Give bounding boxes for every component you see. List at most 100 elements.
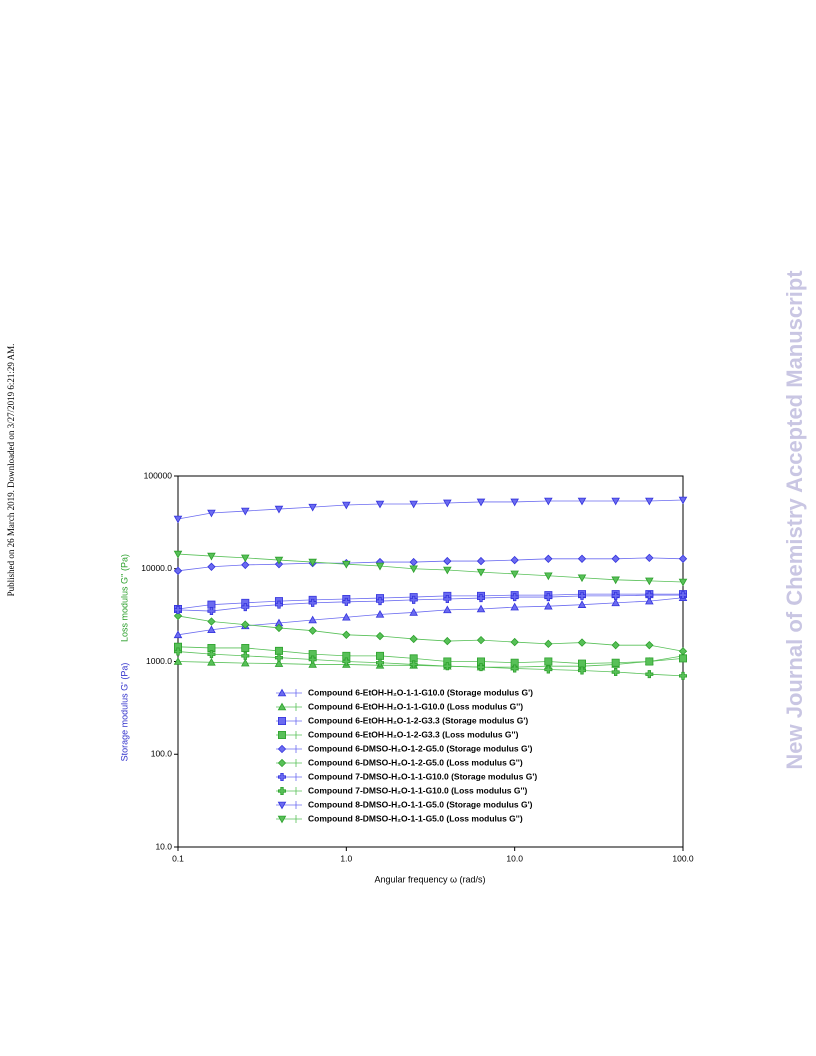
data-marker bbox=[443, 499, 452, 508]
data-marker bbox=[476, 635, 486, 645]
data-marker bbox=[578, 591, 587, 600]
legend-marker bbox=[277, 815, 287, 824]
x-axis-label: Angular frequency ω (rad/s) bbox=[374, 874, 485, 884]
data-marker bbox=[645, 591, 654, 600]
data-marker bbox=[611, 591, 620, 600]
published-note: Published on 26 March 2019. Downloaded o… bbox=[6, 344, 16, 597]
data-marker bbox=[577, 554, 587, 563]
data-marker bbox=[544, 639, 553, 649]
data-marker bbox=[409, 654, 418, 663]
data-marker bbox=[510, 637, 519, 647]
data-marker bbox=[173, 566, 183, 575]
data-marker bbox=[611, 668, 620, 677]
x-tick-label: 1.0 bbox=[340, 853, 352, 863]
data-marker bbox=[308, 655, 317, 664]
data-marker bbox=[207, 643, 216, 652]
data-marker bbox=[578, 666, 587, 675]
data-marker bbox=[342, 501, 351, 510]
legend-label: Compound 6-EtOH-H₂O-1-2-G3.3 (Storage mo… bbox=[308, 715, 528, 725]
series-line bbox=[177, 646, 684, 664]
watermark: New Journal of Chemistry Accepted Manusc… bbox=[782, 270, 807, 770]
data-marker bbox=[308, 650, 317, 659]
data-marker bbox=[207, 625, 216, 634]
data-marker bbox=[342, 651, 351, 660]
data-marker bbox=[476, 568, 486, 577]
data-marker bbox=[274, 646, 283, 655]
data-marker bbox=[241, 603, 250, 612]
y-tick-label: 10.0 bbox=[155, 841, 172, 851]
data-marker bbox=[342, 657, 351, 666]
data-marker bbox=[510, 664, 519, 673]
data-marker bbox=[678, 554, 688, 563]
series-line bbox=[177, 615, 684, 652]
y-tick-label: 100.0 bbox=[151, 749, 173, 759]
data-marker bbox=[207, 657, 216, 666]
series-line bbox=[177, 557, 684, 572]
legend-marker bbox=[277, 688, 287, 697]
data-marker bbox=[207, 607, 216, 616]
legend-label: Compound 8-DMSO-H₂O-1-1-G5.0 (Loss modul… bbox=[308, 813, 523, 823]
data-marker bbox=[679, 671, 687, 680]
y-tick-label: 100000 bbox=[144, 470, 173, 480]
data-marker bbox=[611, 598, 620, 607]
data-marker bbox=[241, 560, 250, 570]
data-marker bbox=[443, 605, 452, 614]
data-marker bbox=[376, 651, 385, 660]
data-marker bbox=[308, 659, 317, 668]
data-marker bbox=[477, 663, 486, 672]
legend-label: Compound 6-DMSO-H₂O-1-2-G5.0 (Storage mo… bbox=[308, 743, 533, 753]
data-marker bbox=[578, 659, 587, 668]
series-line bbox=[177, 499, 684, 520]
legend-marker bbox=[277, 801, 287, 810]
data-marker bbox=[274, 505, 284, 514]
data-marker bbox=[443, 636, 452, 646]
legend-marker bbox=[278, 731, 286, 739]
data-marker bbox=[476, 604, 486, 613]
data-marker bbox=[645, 577, 654, 586]
data-marker bbox=[342, 630, 351, 639]
series-line bbox=[177, 594, 683, 612]
data-marker bbox=[207, 617, 216, 626]
data-marker bbox=[342, 612, 351, 621]
y-tick-label: 1000.0 bbox=[146, 656, 172, 666]
data-marker bbox=[274, 623, 284, 633]
data-marker bbox=[477, 657, 486, 666]
data-marker bbox=[207, 650, 216, 659]
data-marker bbox=[645, 497, 654, 506]
data-marker bbox=[443, 566, 452, 575]
data-marker bbox=[544, 554, 553, 563]
data-marker bbox=[544, 572, 553, 581]
data-marker bbox=[577, 638, 587, 647]
data-marker bbox=[678, 578, 688, 587]
data-marker bbox=[207, 600, 216, 609]
data-marker bbox=[173, 630, 183, 639]
data-marker bbox=[611, 554, 620, 563]
x-tick-label: 0.1 bbox=[172, 853, 184, 863]
data-marker bbox=[409, 634, 418, 644]
data-marker bbox=[544, 657, 553, 666]
data-marker bbox=[443, 556, 452, 566]
data-marker bbox=[645, 641, 654, 650]
data-marker bbox=[577, 600, 587, 608]
data-marker bbox=[510, 593, 519, 602]
data-marker bbox=[645, 670, 654, 679]
data-marker bbox=[375, 500, 385, 509]
data-marker bbox=[443, 662, 452, 671]
data-marker bbox=[645, 553, 654, 563]
data-marker bbox=[611, 658, 620, 667]
data-marker bbox=[544, 665, 553, 674]
y-axis-label: Loss modulus G'' (Pa) bbox=[119, 554, 129, 642]
legend-label: Compound 8-DMSO-H₂O-1-1-G5.0 (Storage mo… bbox=[308, 799, 533, 809]
data-marker bbox=[376, 658, 385, 667]
data-marker bbox=[240, 507, 250, 516]
data-marker bbox=[173, 515, 183, 524]
series-line bbox=[177, 655, 684, 668]
data-marker bbox=[510, 602, 519, 611]
data-marker bbox=[409, 565, 418, 574]
data-marker bbox=[240, 658, 250, 667]
series-line bbox=[177, 597, 684, 636]
legend-label: Compound 7-DMSO-H₂O-1-1-G10.0 (Loss modu… bbox=[308, 785, 528, 795]
data-marker bbox=[645, 596, 654, 605]
legend-marker bbox=[278, 773, 286, 781]
data-marker bbox=[577, 497, 587, 506]
